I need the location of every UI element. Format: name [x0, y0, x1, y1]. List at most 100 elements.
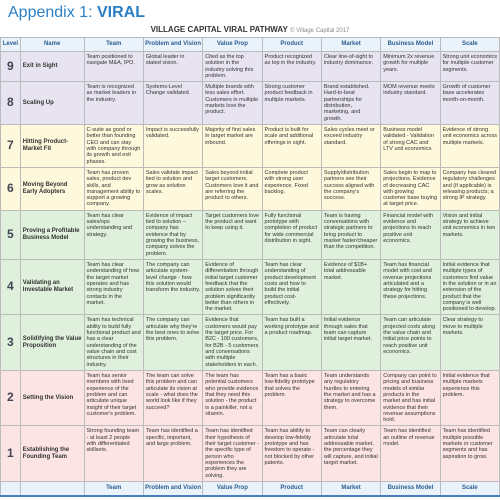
content-cell: Initial evidence that multiple types of … [440, 259, 499, 315]
footer-cell: Business Model [381, 481, 440, 495]
level-cell: 6 [1, 167, 21, 210]
content-cell: Initial evidence through sales that team… [321, 315, 380, 371]
content-cell: Team is recognized as market leaders in … [84, 82, 143, 125]
content-cell: Strong unit economics for multiple custo… [440, 51, 499, 81]
footer-cell: Problem and Vision [143, 481, 202, 495]
column-header: Market [321, 38, 380, 52]
table-footer-row: TeamProblem and VisionValue PropProductM… [1, 481, 500, 495]
column-header: Team [84, 38, 143, 52]
table-row: 4Validating an Investable MarketTeam has… [1, 259, 500, 315]
copyright: © Village Capital 2017 [290, 28, 349, 34]
content-cell: Sales beyond initial target customers. C… [203, 167, 262, 210]
content-cell: Team has proven sales, product dev skill… [84, 167, 143, 210]
content-cell: Team has ability to develop low-fidelity… [262, 426, 321, 482]
content-cell: Team has clear understanding of product … [262, 259, 321, 315]
content-cell: The team has potential customers who pro… [203, 370, 262, 426]
content-cell: Strong customer product feedback in mult… [262, 82, 321, 125]
content-cell: Team has built a working prototype and a… [262, 315, 321, 371]
column-header: Value Prop [203, 38, 262, 52]
name-cell: Exit in Sight [20, 51, 84, 81]
content-cell: Team has clear understanding of how the … [84, 259, 143, 315]
content-cell: Team has identified a specific, importan… [143, 426, 202, 482]
level-cell: 9 [1, 51, 21, 81]
content-cell: Team has technical ability to build full… [84, 315, 143, 371]
column-header: Scale [440, 38, 499, 52]
content-cell: Vision and initial strategy to achieve u… [440, 210, 499, 259]
content-cell: Sales cycles meet or exceed industry sta… [321, 125, 380, 168]
level-cell: 8 [1, 82, 21, 125]
content-cell: Cited as the top solution in the industr… [203, 51, 262, 81]
level-cell: 5 [1, 210, 21, 259]
subtitle: VILLAGE CAPITAL VIRAL PATHWAY © Village … [0, 24, 500, 37]
subtitle-main: VILLAGE CAPITAL VIRAL PATHWAY [151, 25, 288, 34]
name-cell: Proving a Profitable Business Model [20, 210, 84, 259]
footer-cell: Value Prop [203, 481, 262, 495]
name-cell: Setting the Vision [20, 370, 84, 426]
content-cell: Complete product with strong user experi… [262, 167, 321, 210]
content-cell: Target customers love the product and wa… [203, 210, 262, 259]
name-cell: Scaling Up [20, 82, 84, 125]
content-cell: Company has cleared regulatory challenge… [440, 167, 499, 210]
content-cell: Evidence that customers would pay the ta… [203, 315, 262, 371]
table-row: 9Exit in SightTeam positioned to navigat… [1, 51, 500, 81]
column-header: Level [1, 38, 21, 52]
table-row: 7Hitting Product-Market FitC-suite as go… [1, 125, 500, 168]
footer-cell [1, 481, 21, 495]
content-cell: Financial model with evidence and projec… [381, 210, 440, 259]
content-cell: MOM revenue meets industry standard. [381, 82, 440, 125]
content-cell: Clear strategy to move to multiple marke… [440, 315, 499, 371]
name-cell: Solidifying the Value Proposition [20, 315, 84, 371]
table-row: 6Moving Beyond Early AdoptersTeam has pr… [1, 167, 500, 210]
heading: Appendix 1: VIRAL [8, 4, 492, 22]
content-cell: Growth of customer base accelerates mont… [440, 82, 499, 125]
content-cell: Team has identified an outline of revenu… [381, 426, 440, 482]
level-cell: 2 [1, 370, 21, 426]
content-cell: Supply/distribution partners see their s… [321, 167, 380, 210]
content-cell: Evidence of $1B+ total addressable marke… [321, 259, 380, 315]
table-row: 8Scaling UpTeam is recognized as market … [1, 82, 500, 125]
content-cell: Brand established. Hard-to-beat partners… [321, 82, 380, 125]
content-cell: Global leader in stated vision. [143, 51, 202, 81]
content-cell: Team is having conversations with strate… [321, 210, 380, 259]
content-cell: Business model validated - Validation of… [381, 125, 440, 168]
content-cell: Impact is successfully validated. [143, 125, 202, 168]
name-cell: Moving Beyond Early Adopters [20, 167, 84, 210]
content-cell: Team positioned to navigate M&A, IPO. [84, 51, 143, 81]
level-cell: 7 [1, 125, 21, 168]
content-cell: Fully functional prototype with completi… [262, 210, 321, 259]
content-cell: The company can articulate why they're t… [143, 315, 202, 371]
level-cell: 1 [1, 426, 21, 482]
content-cell: Evidence of strong unit economics across… [440, 125, 499, 168]
name-cell: Validating an Investable Market [20, 259, 84, 315]
content-cell: Clear line-of-sight to industry dominanc… [321, 51, 380, 81]
table-header-row: LevelNameTeamProblem and VisionValue Pro… [1, 38, 500, 52]
footer-cell: Scale [440, 481, 499, 495]
table-row: 3Solidifying the Value PropositionTeam h… [1, 315, 500, 371]
content-cell: C-suite as good or better than founding … [84, 125, 143, 168]
content-cell: Multiple brands with less sales effort. … [203, 82, 262, 125]
content-cell: Minimum 2x revenue growth for multiple y… [381, 51, 440, 81]
table-body: 9Exit in SightTeam positioned to navigat… [1, 51, 500, 481]
name-cell: Establishing the Founding Team [20, 426, 84, 482]
content-cell: Team can clearly articulate total addres… [321, 426, 380, 482]
content-cell: Team understands any regulatory hurdles … [321, 370, 380, 426]
content-cell: Sales validate impact tied to solution a… [143, 167, 202, 210]
page-header: Appendix 1: VIRAL [0, 0, 500, 24]
content-cell: Systems-Level Change validated. [143, 82, 202, 125]
footer-cell: Team [84, 481, 143, 495]
content-cell: Team has a basic low-fidelity prototype … [262, 370, 321, 426]
footer-cell [20, 481, 84, 495]
viral-table: LevelNameTeamProblem and VisionValue Pro… [0, 37, 500, 497]
content-cell: Team has identified their hypothesis of … [203, 426, 262, 482]
footer-cell: Product [262, 481, 321, 495]
content-cell: The team can solve this problem and can … [143, 370, 202, 426]
content-cell: The company can articulate system-level … [143, 259, 202, 315]
table-row: 2Setting the VisionTeam has senior membe… [1, 370, 500, 426]
content-cell: Team has clear sales/ops understanding a… [84, 210, 143, 259]
content-cell: Product recognized as top in the industr… [262, 51, 321, 81]
content-cell: Sales begin to map to projections. Evide… [381, 167, 440, 210]
content-cell: Initial evidence that multiple markets e… [440, 370, 499, 426]
appendix-label: Appendix 1: [8, 4, 93, 21]
column-header: Product [262, 38, 321, 52]
name-cell: Hitting Product-Market Fit [20, 125, 84, 168]
